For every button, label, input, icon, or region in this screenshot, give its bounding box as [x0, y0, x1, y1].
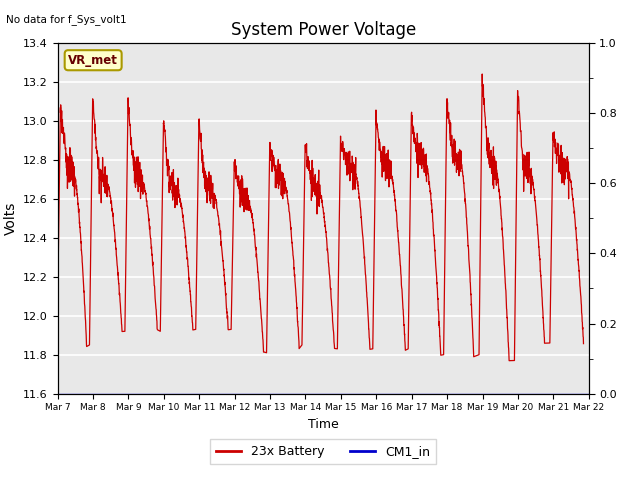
- Title: System Power Voltage: System Power Voltage: [230, 21, 416, 39]
- Legend: 23x Battery, CM1_in: 23x Battery, CM1_in: [210, 439, 436, 465]
- X-axis label: Time: Time: [308, 418, 339, 431]
- Y-axis label: Volts: Volts: [3, 202, 17, 235]
- Text: VR_met: VR_met: [68, 54, 118, 67]
- Text: No data for f_Sys_volt1: No data for f_Sys_volt1: [6, 14, 127, 25]
